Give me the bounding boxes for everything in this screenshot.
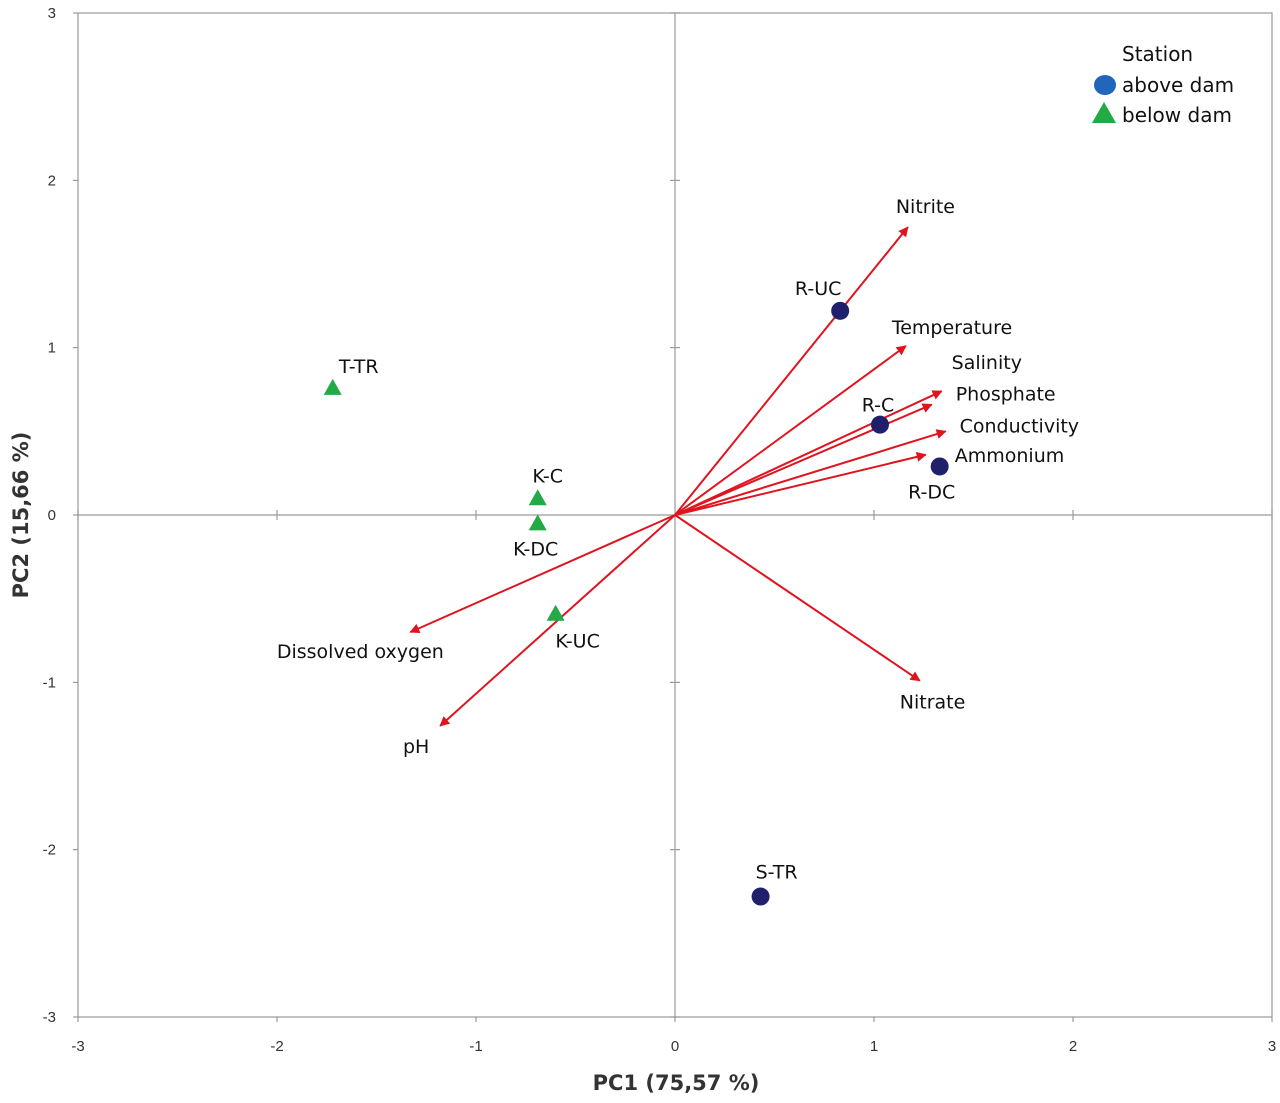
x-tick-label: 3: [1268, 1038, 1276, 1055]
loading-arrow-nitrite: [674, 226, 909, 516]
loading-arrow-nitrate: [674, 514, 921, 682]
x-axis-title: PC1 (75,57 %): [593, 1071, 760, 1095]
loading-label: Salinity: [952, 352, 1022, 374]
loading-arrow-dissolved-oxygen: [409, 514, 676, 634]
point-r-uc: [831, 301, 850, 320]
x-tick-label: 2: [1069, 1038, 1077, 1055]
loading-label: Nitrite: [896, 196, 955, 218]
point-label: K-C: [532, 465, 563, 487]
legend-label-below-dam: below dam: [1122, 103, 1232, 127]
point-label: T-TR: [338, 356, 379, 378]
point-k-dc: [528, 514, 547, 531]
point-label: K-DC: [513, 538, 558, 560]
point-r-dc: [930, 457, 949, 476]
legend-label-above-dam: above dam: [1122, 73, 1234, 97]
point-label: R-C: [862, 395, 895, 417]
x-tick-label: -3: [71, 1038, 84, 1055]
y-tick-label: 3: [48, 5, 56, 22]
point-s-tr: [751, 887, 770, 906]
y-tick-label: -3: [43, 1009, 56, 1026]
point-r-c: [870, 415, 889, 434]
point-label: R-DC: [908, 481, 955, 503]
x-tick-label: 0: [671, 1038, 679, 1055]
y-axis-title: PC2 (15,66 %): [9, 432, 33, 599]
y-tick-label: 2: [48, 172, 56, 189]
point-label: R-UC: [795, 278, 841, 300]
loading-arrow-phosphate: [674, 403, 933, 516]
legend-marker-above-dam: [1094, 75, 1116, 95]
y-tick-label: 1: [48, 340, 56, 357]
loading-arrow-conductivity: [674, 429, 947, 516]
loading-label: Nitrate: [900, 692, 966, 714]
loading-label: pH: [403, 736, 429, 758]
x-tick-label: -1: [469, 1038, 482, 1055]
loading-label: Dissolved oxygen: [277, 641, 444, 663]
legend-marker-below-dam: [1092, 102, 1116, 123]
loading-arrow-temperature: [674, 345, 907, 516]
loading-label: Temperature: [891, 317, 1012, 339]
loading-label: Conductivity: [960, 415, 1079, 437]
point-label: S-TR: [756, 862, 798, 884]
x-tick-label: -2: [270, 1038, 283, 1055]
point-t-tr: [323, 378, 342, 395]
x-tick-label: 1: [870, 1038, 878, 1055]
point-label: K-UC: [555, 631, 600, 653]
loading-label: Phosphate: [956, 384, 1056, 406]
y-tick-label: -2: [43, 842, 56, 859]
y-tick-label: 0: [48, 507, 56, 524]
loading-arrow-salinity: [674, 390, 943, 516]
loading-label: Ammonium: [955, 445, 1065, 467]
legend: Station above dam below dam: [1092, 42, 1234, 127]
legend-title: Station: [1122, 42, 1193, 66]
loading-arrow-ammonium: [674, 452, 927, 516]
y-tick-label: -1: [43, 674, 56, 691]
point-k-uc: [546, 604, 565, 621]
point-k-c: [528, 489, 547, 506]
